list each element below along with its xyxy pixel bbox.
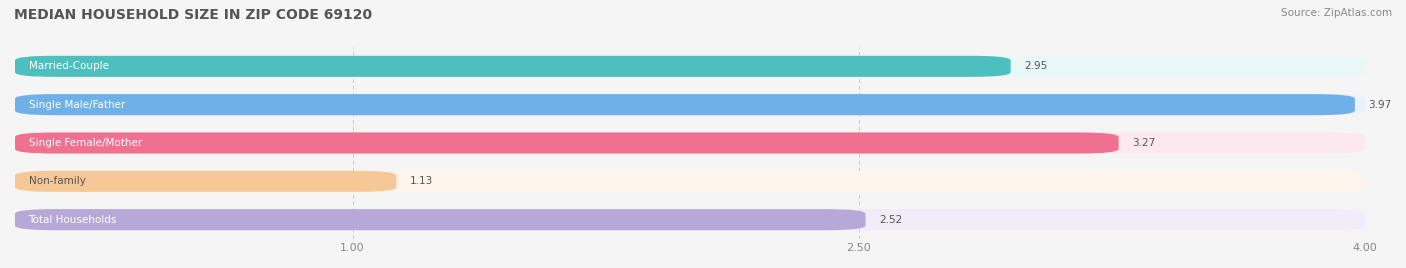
Text: 2.95: 2.95 xyxy=(1024,61,1047,71)
Text: 1.13: 1.13 xyxy=(411,176,433,186)
FancyBboxPatch shape xyxy=(15,94,1355,115)
Text: Single Female/Mother: Single Female/Mother xyxy=(28,138,142,148)
Text: MEDIAN HOUSEHOLD SIZE IN ZIP CODE 69120: MEDIAN HOUSEHOLD SIZE IN ZIP CODE 69120 xyxy=(14,8,373,22)
Text: Non-family: Non-family xyxy=(28,176,86,186)
Text: Single Male/Father: Single Male/Father xyxy=(28,100,125,110)
FancyBboxPatch shape xyxy=(15,94,1365,115)
FancyBboxPatch shape xyxy=(15,171,1365,192)
FancyBboxPatch shape xyxy=(15,56,1365,77)
Text: 2.52: 2.52 xyxy=(879,215,903,225)
Text: 3.97: 3.97 xyxy=(1368,100,1392,110)
FancyBboxPatch shape xyxy=(15,209,866,230)
FancyBboxPatch shape xyxy=(15,171,396,192)
Text: 3.27: 3.27 xyxy=(1132,138,1156,148)
FancyBboxPatch shape xyxy=(15,56,1011,77)
FancyBboxPatch shape xyxy=(15,132,1119,154)
Text: Total Households: Total Households xyxy=(28,215,117,225)
FancyBboxPatch shape xyxy=(15,209,1365,230)
Text: Source: ZipAtlas.com: Source: ZipAtlas.com xyxy=(1281,8,1392,18)
Text: Married-Couple: Married-Couple xyxy=(28,61,108,71)
FancyBboxPatch shape xyxy=(15,132,1365,154)
